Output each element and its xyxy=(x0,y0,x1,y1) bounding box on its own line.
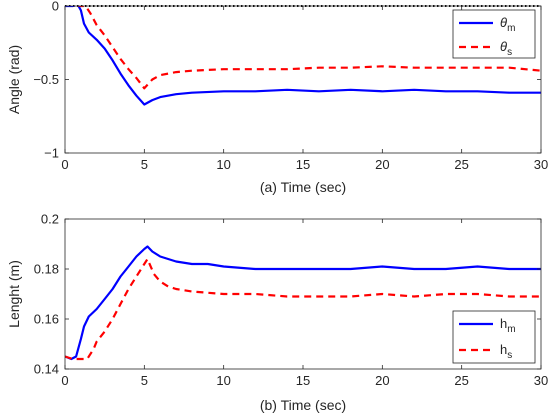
legend-box xyxy=(452,310,536,364)
legend-label-main: h xyxy=(500,316,507,331)
y-tick-label: 0.16 xyxy=(34,312,59,327)
y-axis-label: Lenght (m) xyxy=(6,260,22,328)
x-tick-label: 15 xyxy=(296,373,310,388)
series-group xyxy=(65,245,541,361)
x-axis-caption: (a) Time (sec) xyxy=(260,179,346,195)
x-tick-label: 0 xyxy=(61,373,68,388)
y-tick-label: 0.18 xyxy=(34,262,59,277)
legend-entry-h-s: hs xyxy=(459,342,512,361)
legend-label: θm xyxy=(500,15,515,34)
x-tick-label: 5 xyxy=(141,157,148,172)
x-tick-label: 10 xyxy=(216,373,230,388)
y-tick-label: 0.14 xyxy=(34,362,59,377)
legend-label: θs xyxy=(500,39,512,58)
chart-panel-a: 0 5 10 15 20 25 30 −1 −0.5 0 Angle (rad) (a) Time (… xyxy=(6,0,548,195)
legend-label-main: θ xyxy=(500,15,507,30)
x-tick-label: 15 xyxy=(296,157,310,172)
legend-label-subscript: m xyxy=(507,324,515,335)
legend-label-subscript: s xyxy=(507,47,512,58)
x-tick-label: 5 xyxy=(141,373,148,388)
legend-label-subscript: s xyxy=(507,350,512,361)
x-tick-label: 20 xyxy=(375,157,389,172)
legend-box xyxy=(452,9,536,59)
series-line-h-s xyxy=(65,257,541,361)
legend-entry-θ-m: θm xyxy=(459,15,515,34)
y-tick-label: 0 xyxy=(52,0,59,14)
legend-label-main: θ xyxy=(500,39,507,54)
legend-label: hm xyxy=(500,316,516,335)
y-tick-label: −1 xyxy=(44,146,59,161)
x-tick-label: 0 xyxy=(61,157,68,172)
y-tick-label: 0.2 xyxy=(41,212,59,227)
legend-label-main: h xyxy=(500,342,507,357)
x-tick-label: 25 xyxy=(454,157,468,172)
x-tick-label: 30 xyxy=(534,157,548,172)
y-axis-label: Angle (rad) xyxy=(6,45,22,114)
y-tick-label: −0.5 xyxy=(33,72,59,87)
legend-label: hs xyxy=(500,342,512,361)
x-tick-label: 30 xyxy=(534,373,548,388)
series-line-θ-m xyxy=(65,6,541,106)
series-group xyxy=(65,6,541,106)
series-line-θ-s xyxy=(74,6,541,90)
legend-entry-θ-s: θs xyxy=(459,39,512,58)
x-tick-label: 25 xyxy=(454,373,468,388)
legend-entry-h-m: hm xyxy=(459,316,516,335)
chart-panel-b: 0 5 10 15 20 25 30 0.14 0.16 0.18 0.2 Lenght (m) (b)… xyxy=(6,212,548,414)
series-line-h-m xyxy=(65,245,541,361)
x-axis-caption: (b) Time (sec) xyxy=(260,397,346,413)
x-tick-label: 10 xyxy=(216,157,230,172)
x-tick-label: 20 xyxy=(375,373,389,388)
legend-label-subscript: m xyxy=(507,23,515,34)
